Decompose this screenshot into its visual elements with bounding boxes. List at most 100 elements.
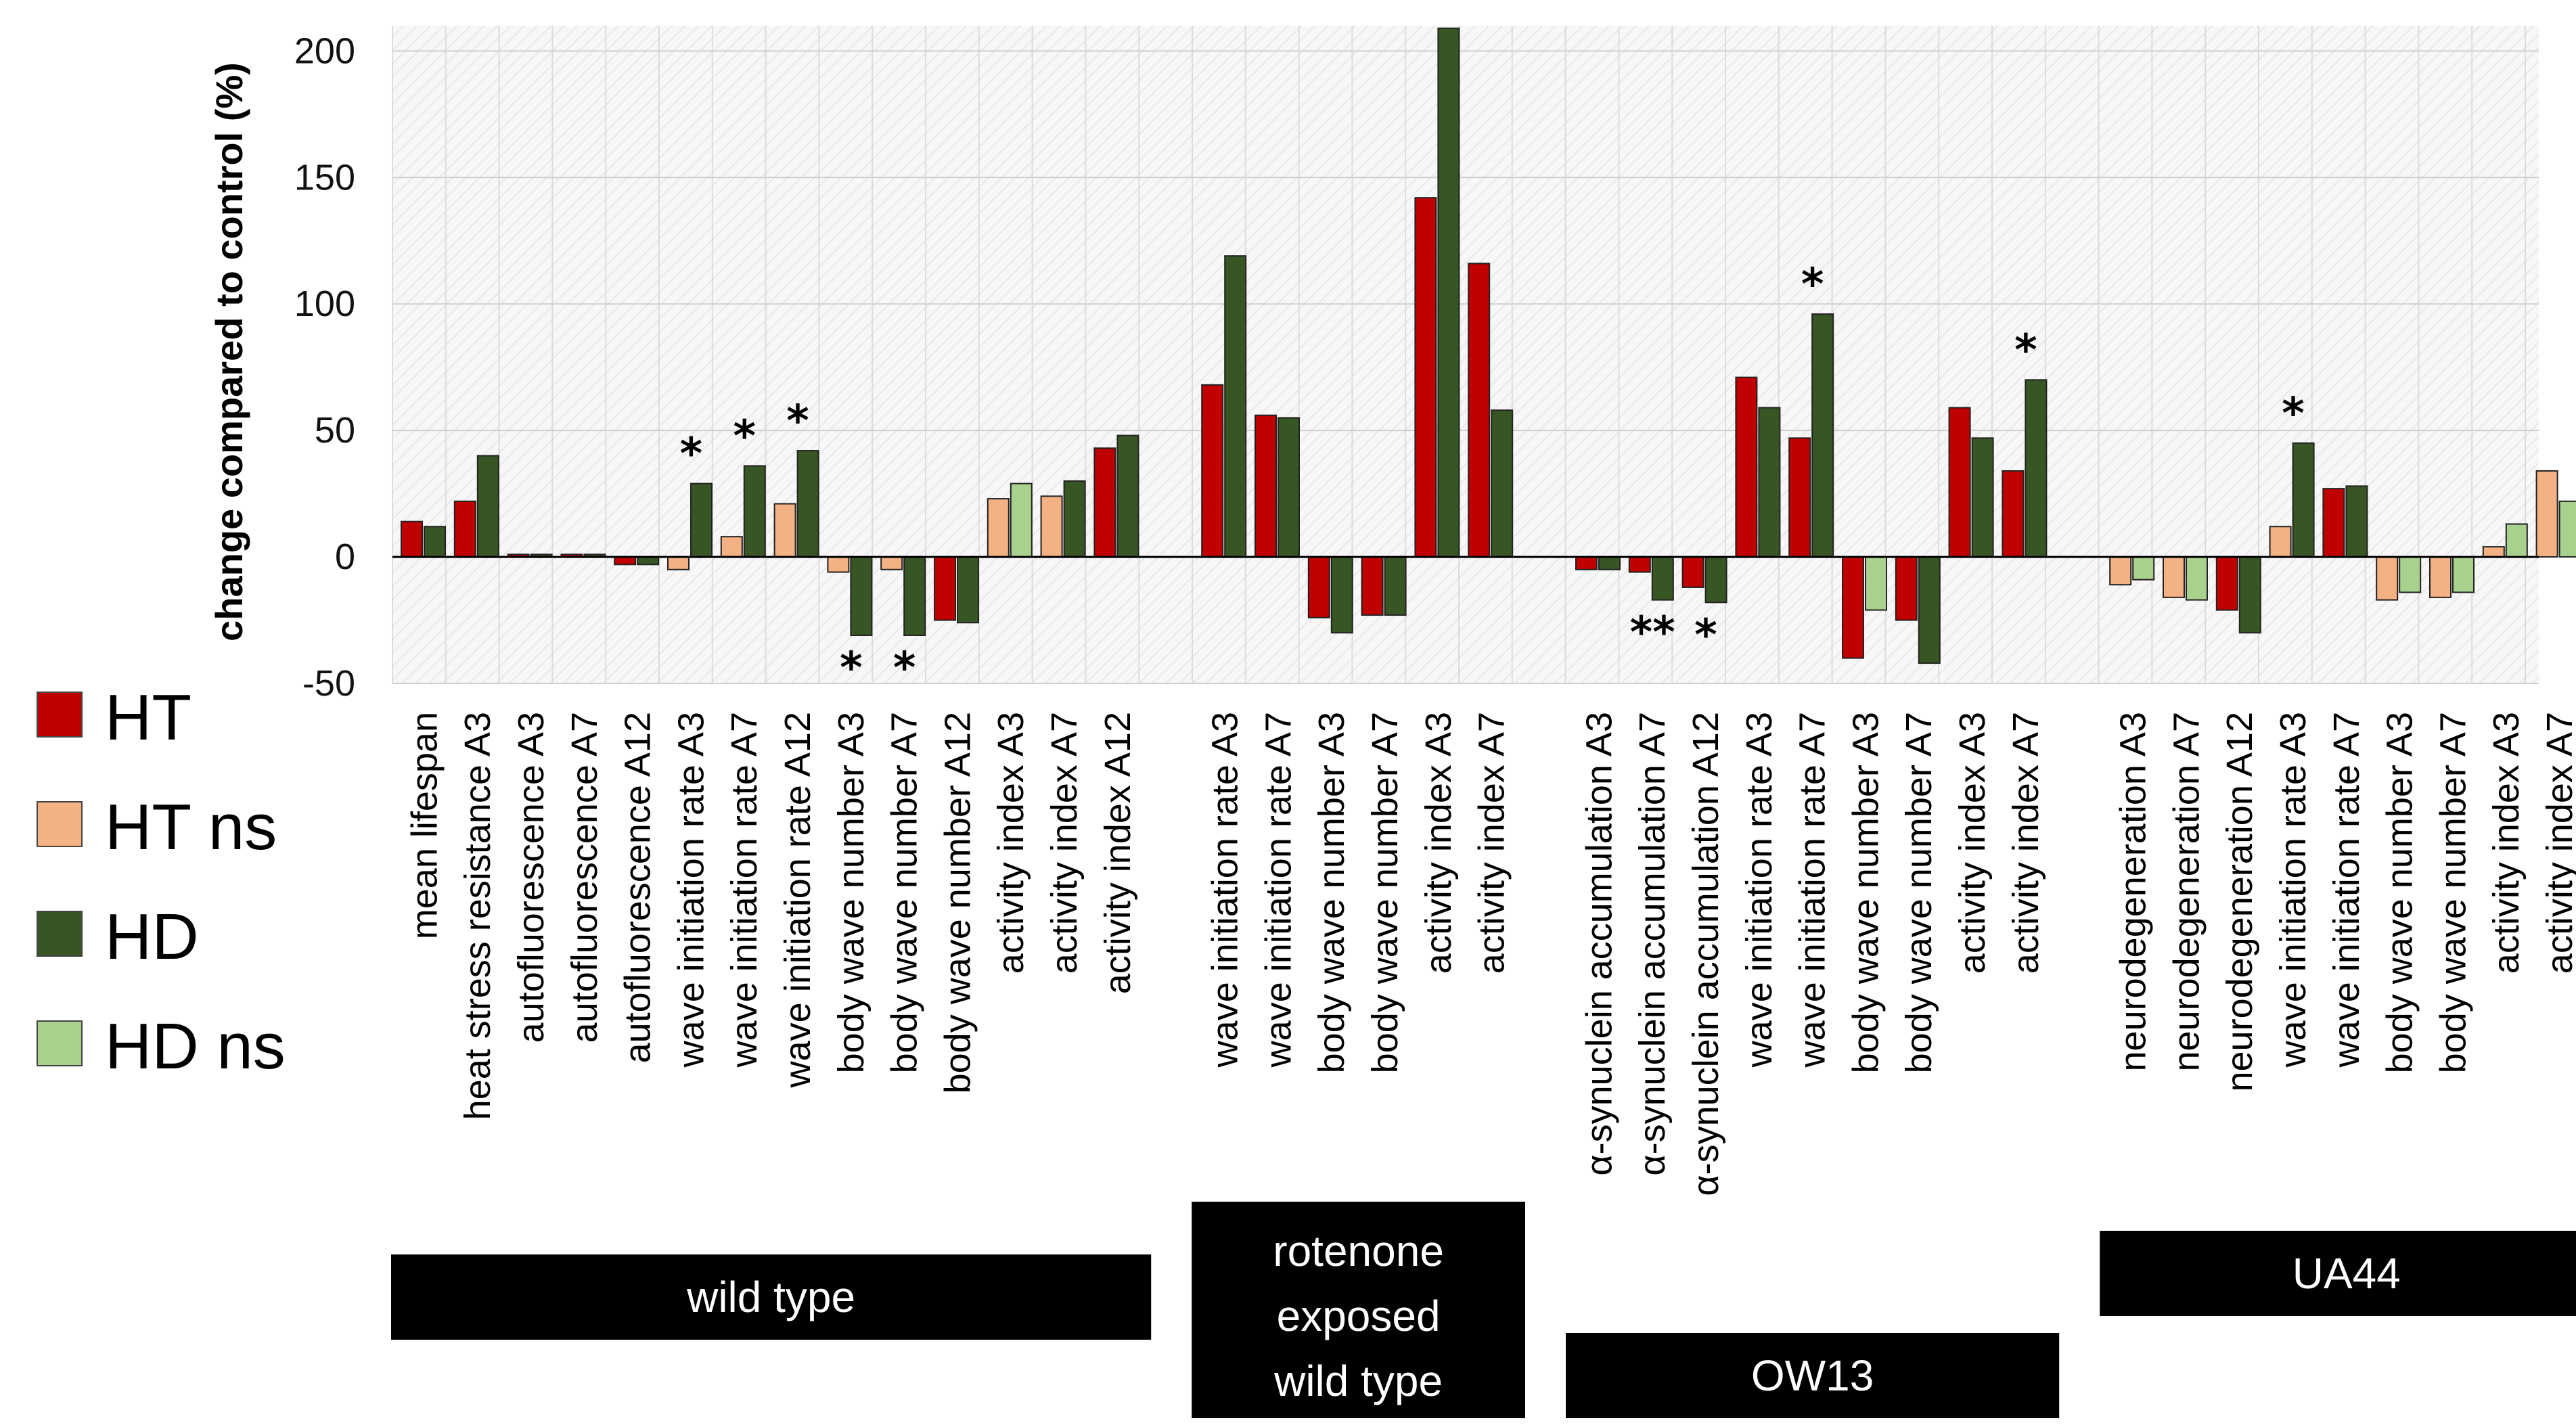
- bar-ht: [773, 503, 796, 558]
- significance-star: *: [893, 643, 916, 694]
- significance-star: **: [1630, 608, 1675, 658]
- category-label: body wave number A12: [937, 712, 978, 1093]
- bar-hd: [1491, 409, 1514, 558]
- bar-hd: [1811, 313, 1834, 558]
- category-label: activity index A3: [1418, 712, 1459, 974]
- bar-hd: [1651, 556, 1674, 601]
- group-label-text: wild type: [1273, 1357, 1443, 1405]
- y-tick-label: -50: [302, 663, 355, 704]
- bar-ht: [1575, 556, 1598, 570]
- category-label: autofluorescence A3: [511, 712, 551, 1043]
- category-label: neurodegeneration A12: [2219, 712, 2260, 1092]
- significance-star: *: [2014, 325, 2037, 376]
- y-tick-label: 0: [335, 537, 355, 577]
- legend-label: HD ns: [105, 1010, 286, 1083]
- bar-ht: [2269, 526, 2292, 558]
- bar-ht: [2109, 556, 2132, 586]
- bar-ht: [934, 556, 956, 621]
- y-tick-label: 100: [294, 284, 355, 324]
- group-label-ow13: OW13: [1566, 1333, 2060, 1418]
- category-label: wave initiation rate A3: [671, 712, 711, 1068]
- gridlines: [392, 26, 2539, 684]
- bar-hd: [1437, 27, 1460, 558]
- significance-star: *: [840, 643, 862, 694]
- legend: HT HT ns HD HD ns: [37, 681, 286, 1083]
- bar-hd: [2292, 442, 2315, 558]
- bar-hd: [1330, 556, 1353, 634]
- category-label: α-synuclein accumulation A3: [1579, 712, 1619, 1176]
- legend-swatch: [37, 1020, 83, 1066]
- bar-ht: [1468, 263, 1491, 558]
- category-label: wave initiation rate A7: [1258, 712, 1298, 1068]
- bar-ht: [2376, 556, 2399, 601]
- category-label: heat stress resistance A3: [457, 712, 498, 1120]
- category-label: body wave number A7: [1899, 712, 1939, 1073]
- bar-ht: [453, 500, 476, 558]
- bar-ht: [1735, 376, 1758, 558]
- bar-ht: [1307, 556, 1330, 618]
- bar-ht: [1842, 556, 1864, 659]
- legend-swatch: [37, 911, 83, 957]
- bar-ht: [1040, 495, 1063, 558]
- category-label: body wave number A3: [831, 712, 872, 1073]
- category-label: wave initiation rate A7: [2326, 712, 2367, 1068]
- category-label: neurodegeneration A3: [2113, 712, 2154, 1071]
- bar-hd: [1278, 417, 1300, 558]
- category-label: activity index A7: [2006, 712, 2046, 974]
- bar-ht: [2482, 546, 2505, 558]
- significance-star: *: [2282, 389, 2304, 439]
- bar-hd: [1918, 556, 1941, 664]
- category-label: activity index A3: [2486, 712, 2527, 974]
- group-labels: wild type rotenone exposed wild type OW13 UA4…: [391, 1202, 2576, 1418]
- group-box: [1566, 1333, 2060, 1418]
- y-tick-label: 50: [315, 410, 355, 451]
- bar-hd: [2025, 379, 2048, 558]
- category-label: neurodegeneration A7: [2166, 712, 2207, 1071]
- bar-ht: [2322, 488, 2345, 558]
- legend-label: HT: [105, 681, 191, 754]
- bar-hd: [476, 455, 499, 558]
- bar-hd: [796, 450, 819, 558]
- group-label-text: exposed: [1277, 1292, 1441, 1340]
- legend-label: HD: [105, 901, 199, 973]
- bar-hd: [690, 482, 713, 558]
- bar-hd: [2186, 556, 2208, 601]
- group-label-text: wild type: [686, 1273, 855, 1321]
- group-label-rotenone-exposed-wild-type: rotenone exposed wild type: [1192, 1202, 1525, 1418]
- bar-ht: [2215, 556, 2238, 611]
- bar-hd: [2345, 485, 2368, 558]
- y-axis-title: change compared to control (%): [208, 62, 250, 641]
- category-label: wave initiation rate A12: [777, 712, 818, 1088]
- category-label: α-synuclein accumulation A7: [1632, 712, 1673, 1176]
- category-label: activity index A12: [1098, 712, 1138, 994]
- significance-star: *: [1694, 610, 1717, 660]
- bar-ht: [1201, 384, 1224, 558]
- bar-ht: [1361, 556, 1384, 616]
- significance-markers: * * ** *** ****: [680, 260, 2305, 694]
- group-box: [391, 1254, 1152, 1340]
- bar-hd: [1224, 255, 1247, 558]
- category-label: activity index A3: [991, 712, 1031, 974]
- significance-star: *: [680, 430, 702, 480]
- category-label: wave initiation rate A7: [724, 712, 765, 1068]
- bar-hd: [1704, 556, 1727, 604]
- legend-swatch: [37, 801, 83, 847]
- category-label: activity index A7: [1472, 712, 1512, 974]
- category-label: activity index A7: [1044, 712, 1085, 974]
- bar-ht: [987, 498, 1010, 558]
- bar-ht: [1255, 414, 1277, 558]
- bar-hd: [743, 465, 766, 558]
- bar-ht: [1093, 447, 1116, 558]
- bar-hd: [1598, 556, 1621, 570]
- bar-ht: [720, 536, 743, 558]
- bar-hd: [1758, 407, 1781, 558]
- bar-hd: [850, 556, 873, 636]
- bar-hd: [2558, 500, 2576, 558]
- category-label: activity index A7: [2539, 712, 2576, 974]
- bar-hd: [2505, 523, 2528, 558]
- y-tick-label: 200: [294, 30, 355, 71]
- group-box: [1192, 1202, 1525, 1418]
- category-label: wave initiation rate A3: [2273, 712, 2313, 1068]
- legend-label: HT ns: [105, 791, 277, 863]
- bar-hd: [1384, 556, 1407, 616]
